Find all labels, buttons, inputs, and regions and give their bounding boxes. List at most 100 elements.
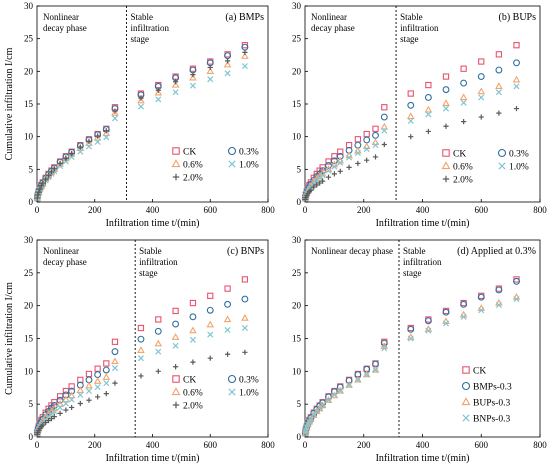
chart-panel-3: 0 200 400 600 800 0 5 10 15 20 25 30 Infiltration ti… (4, 235, 275, 464)
data-point (407, 117, 414, 125)
data-point (62, 400, 69, 407)
data-point (155, 96, 162, 103)
legend-marker (228, 160, 236, 168)
data-point (355, 160, 361, 167)
legend-marker (441, 161, 451, 170)
data-point (362, 370, 371, 378)
data-point (478, 58, 485, 65)
x-tick-label: 400 (416, 440, 430, 450)
legend-marker (462, 366, 470, 374)
data-point (137, 103, 144, 110)
data-point (95, 394, 101, 400)
legend-label: CK (473, 367, 486, 377)
x-axis-label: Infiltration time t/(min) (106, 218, 200, 229)
x-tick-label: 0 (303, 205, 308, 215)
y-tick-label: 15 (292, 99, 302, 109)
data-point (354, 375, 362, 383)
x-tick-label: 800 (261, 205, 275, 215)
phase-label-right: infiltration (131, 23, 170, 33)
legend-marker (498, 162, 506, 170)
data-point (337, 168, 343, 174)
x-tick-label: 400 (146, 205, 160, 215)
data-point (48, 416, 55, 422)
data-point (207, 355, 213, 361)
data-point (51, 408, 58, 415)
data-point (310, 411, 318, 418)
y-tick-label: 10 (292, 132, 302, 142)
x-tick-label: 400 (416, 205, 430, 215)
legend-label: 2.0% (453, 176, 473, 186)
data-point (330, 391, 339, 399)
data-point (241, 52, 249, 59)
data-point (372, 125, 379, 132)
data-point (172, 307, 179, 315)
phase-label-left: Nonlinear decay phase (311, 246, 393, 256)
data-point (173, 364, 179, 370)
legend-label: CK (183, 148, 196, 158)
series-3 (302, 83, 520, 202)
data-point (37, 186, 43, 192)
data-point (460, 300, 468, 308)
data-point (408, 134, 414, 140)
data-point (371, 365, 380, 373)
data-point (325, 174, 332, 180)
data-point (443, 123, 449, 129)
data-point (337, 148, 344, 155)
data-point (45, 172, 52, 178)
data-point (325, 397, 332, 404)
data-point (57, 404, 64, 411)
legend-label: CK (183, 376, 196, 386)
data-point (513, 296, 520, 303)
legend-marker (172, 401, 180, 409)
y-tick-label: 5 (29, 399, 34, 409)
data-point (442, 320, 450, 327)
data-point (154, 327, 162, 335)
legend-label: BNPs-0.3 (473, 415, 510, 425)
data-point (513, 105, 520, 112)
data-point (206, 306, 214, 314)
y-tick-label: 15 (292, 334, 302, 344)
phase-label-right: Stable (400, 12, 423, 22)
data-point (45, 417, 52, 424)
data-point (477, 87, 486, 95)
data-point (372, 131, 379, 139)
x-tick-label: 600 (204, 205, 218, 215)
data-point (102, 366, 110, 374)
data-point (242, 349, 248, 355)
phase-label-right: stage (400, 34, 419, 44)
series-3 (34, 63, 248, 202)
data-point (172, 89, 179, 96)
data-point (86, 138, 92, 144)
x-axis-label: Infiltration time t/(min) (376, 453, 470, 464)
data-point (171, 80, 180, 88)
panel-title: (a) BMPs (225, 12, 264, 23)
legend-label: 1.0% (509, 163, 529, 173)
y-tick-label: 0 (29, 432, 34, 442)
data-point (85, 139, 93, 146)
data-point (85, 370, 93, 378)
y-tick-label: 0 (297, 197, 302, 207)
data-point (424, 317, 432, 325)
data-point (460, 313, 467, 320)
data-point (337, 159, 344, 166)
data-point (336, 152, 344, 160)
legend-marker (497, 148, 507, 158)
data-point (94, 138, 101, 145)
legend: CK 0.3% 0.6% 1.0% 2.0% (171, 146, 259, 184)
data-point (241, 295, 249, 303)
data-point (102, 373, 111, 380)
legend-marker (442, 175, 450, 183)
legend-marker (462, 414, 470, 422)
y-tick-label: 0 (297, 432, 302, 442)
phase-label-right: infiltration (139, 257, 178, 267)
legend-marker (172, 147, 180, 155)
data-point (513, 59, 520, 67)
data-point (380, 122, 389, 130)
data-point (94, 365, 101, 372)
x-axis-label: Infiltration time t/(min) (106, 453, 200, 464)
legend-marker (171, 159, 181, 168)
data-point (85, 143, 92, 150)
data-point (513, 42, 520, 49)
data-point (94, 371, 102, 379)
y-tick-label: 10 (24, 366, 34, 376)
